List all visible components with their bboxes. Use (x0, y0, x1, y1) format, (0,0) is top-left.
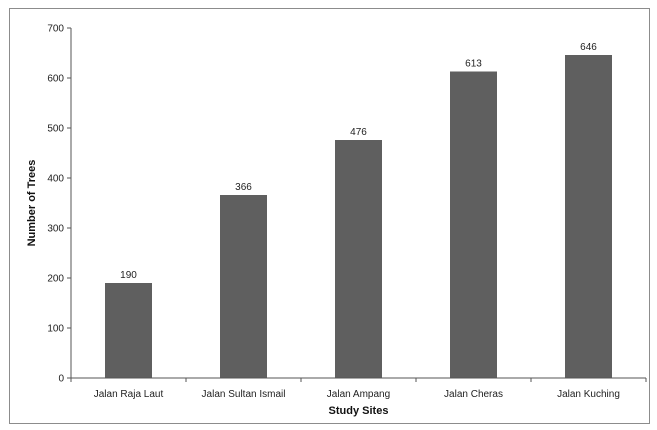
bar (335, 140, 382, 378)
x-category-label: Jalan Sultan Ismail (202, 389, 286, 400)
bar-value-label: 476 (350, 127, 367, 138)
x-category-label: Jalan Kuching (557, 389, 620, 400)
bars: 190 366 476 613 646 (105, 42, 612, 378)
bar-value-label: 613 (465, 59, 482, 70)
bar-value-label: 646 (580, 42, 597, 53)
y-tick-label: 600 (47, 74, 64, 85)
x-category-label: Jalan Cheras (444, 389, 503, 400)
bar (220, 195, 267, 378)
bar-value-label: 366 (235, 182, 252, 193)
y-tick-label: 300 (47, 224, 64, 235)
y-tick-label: 0 (58, 374, 64, 385)
y-tick-label: 700 (47, 24, 64, 35)
y-axis-ticks: 0 100 200 300 400 500 600 700 (47, 24, 71, 385)
bar (105, 283, 152, 378)
bar (450, 71, 497, 378)
x-category-label: Jalan Raja Laut (94, 389, 164, 400)
y-tick-label: 400 (47, 174, 64, 185)
x-category-label: Jalan Ampang (327, 389, 390, 400)
y-tick-label: 200 (47, 274, 64, 285)
x-axis-title: Study Sites (329, 405, 389, 417)
y-tick-label: 500 (47, 124, 64, 135)
y-tick-label: 100 (47, 324, 64, 335)
bar (565, 55, 612, 378)
bar-value-label: 190 (120, 270, 137, 281)
x-axis-ticks: Jalan Raja Laut Jalan Sultan Ismail Jalan … (70, 378, 647, 400)
y-axis-title: Number of Trees (26, 160, 38, 247)
